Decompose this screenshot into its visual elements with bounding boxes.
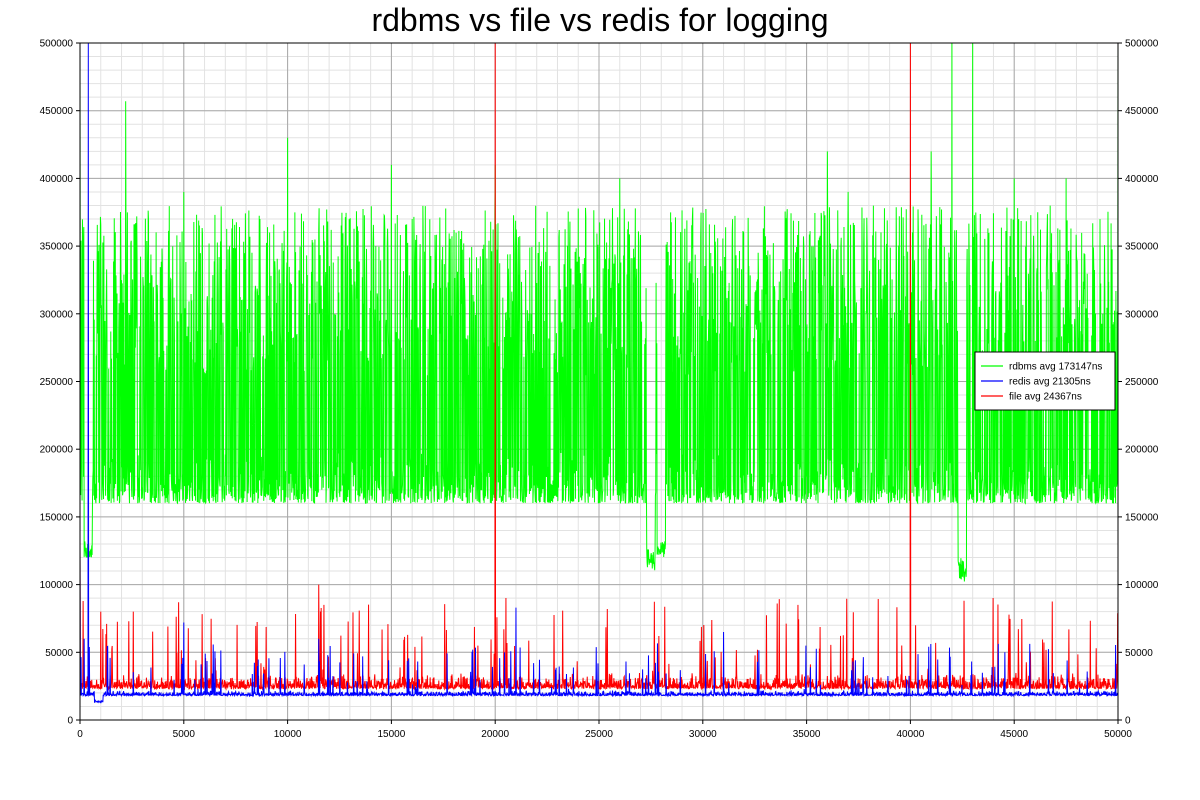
series-line [79,42,1119,691]
legend-label: file avg 24367ns [1009,392,1082,403]
y-tick-label-left: 300000 [40,309,74,320]
y-tick-label-right: 50000 [1125,648,1153,659]
y-tick-label-left: 200000 [40,445,74,456]
y-tick-label-left: 250000 [40,377,74,388]
y-tick-label-right: 250000 [1125,377,1159,388]
x-tick-label: 10000 [274,729,302,740]
y-tick-label-left: 0 [67,716,73,727]
y-tick-label-left: 150000 [40,512,74,523]
x-tick-label: 20000 [481,729,509,740]
series-layer [79,42,1119,704]
y-tick-label-right: 300000 [1125,309,1159,320]
legend-label: redis avg 21305ns [1009,377,1091,388]
y-tick-label-right: 400000 [1125,174,1159,185]
y-tick-label-left: 100000 [40,580,74,591]
chart-title: rdbms vs file vs redis for logging [371,2,829,38]
x-tick-label: 0 [77,729,83,740]
y-tick-label-right: 100000 [1125,580,1159,591]
y-tick-label-right: 500000 [1125,39,1159,50]
y-tick-label-left: 450000 [40,106,74,117]
y-tick-label-left: 50000 [45,648,73,659]
x-tick-label: 25000 [585,729,613,740]
legend-label: rdbms avg 173147ns [1009,362,1102,373]
x-tick-label: 45000 [1000,729,1028,740]
axes-layer: 0 5000 10000 15000 20000 25000 30000 35000 40000… [40,39,1159,741]
y-tick-label-left: 400000 [40,174,74,185]
y-tick-label-right: 0 [1125,716,1131,727]
y-tick-label-left: 350000 [40,242,74,253]
legend: rdbms avg 173147ns redis avg 21305ns file … [974,351,1116,411]
y-tick-label-right: 450000 [1125,106,1159,117]
series-line [79,42,1119,704]
series-line [79,42,1119,582]
y-tick-label-right: 200000 [1125,445,1159,456]
x-tick-label: 5000 [173,729,196,740]
x-tick-label: 15000 [377,729,405,740]
y-tick-label-right: 150000 [1125,512,1159,523]
x-tick-label: 35000 [793,729,821,740]
y-tick-label-right: 350000 [1125,242,1159,253]
y-tick-label-left: 500000 [40,39,74,50]
x-tick-label: 50000 [1104,729,1132,740]
x-tick-label: 30000 [689,729,717,740]
x-tick-label: 40000 [896,729,924,740]
